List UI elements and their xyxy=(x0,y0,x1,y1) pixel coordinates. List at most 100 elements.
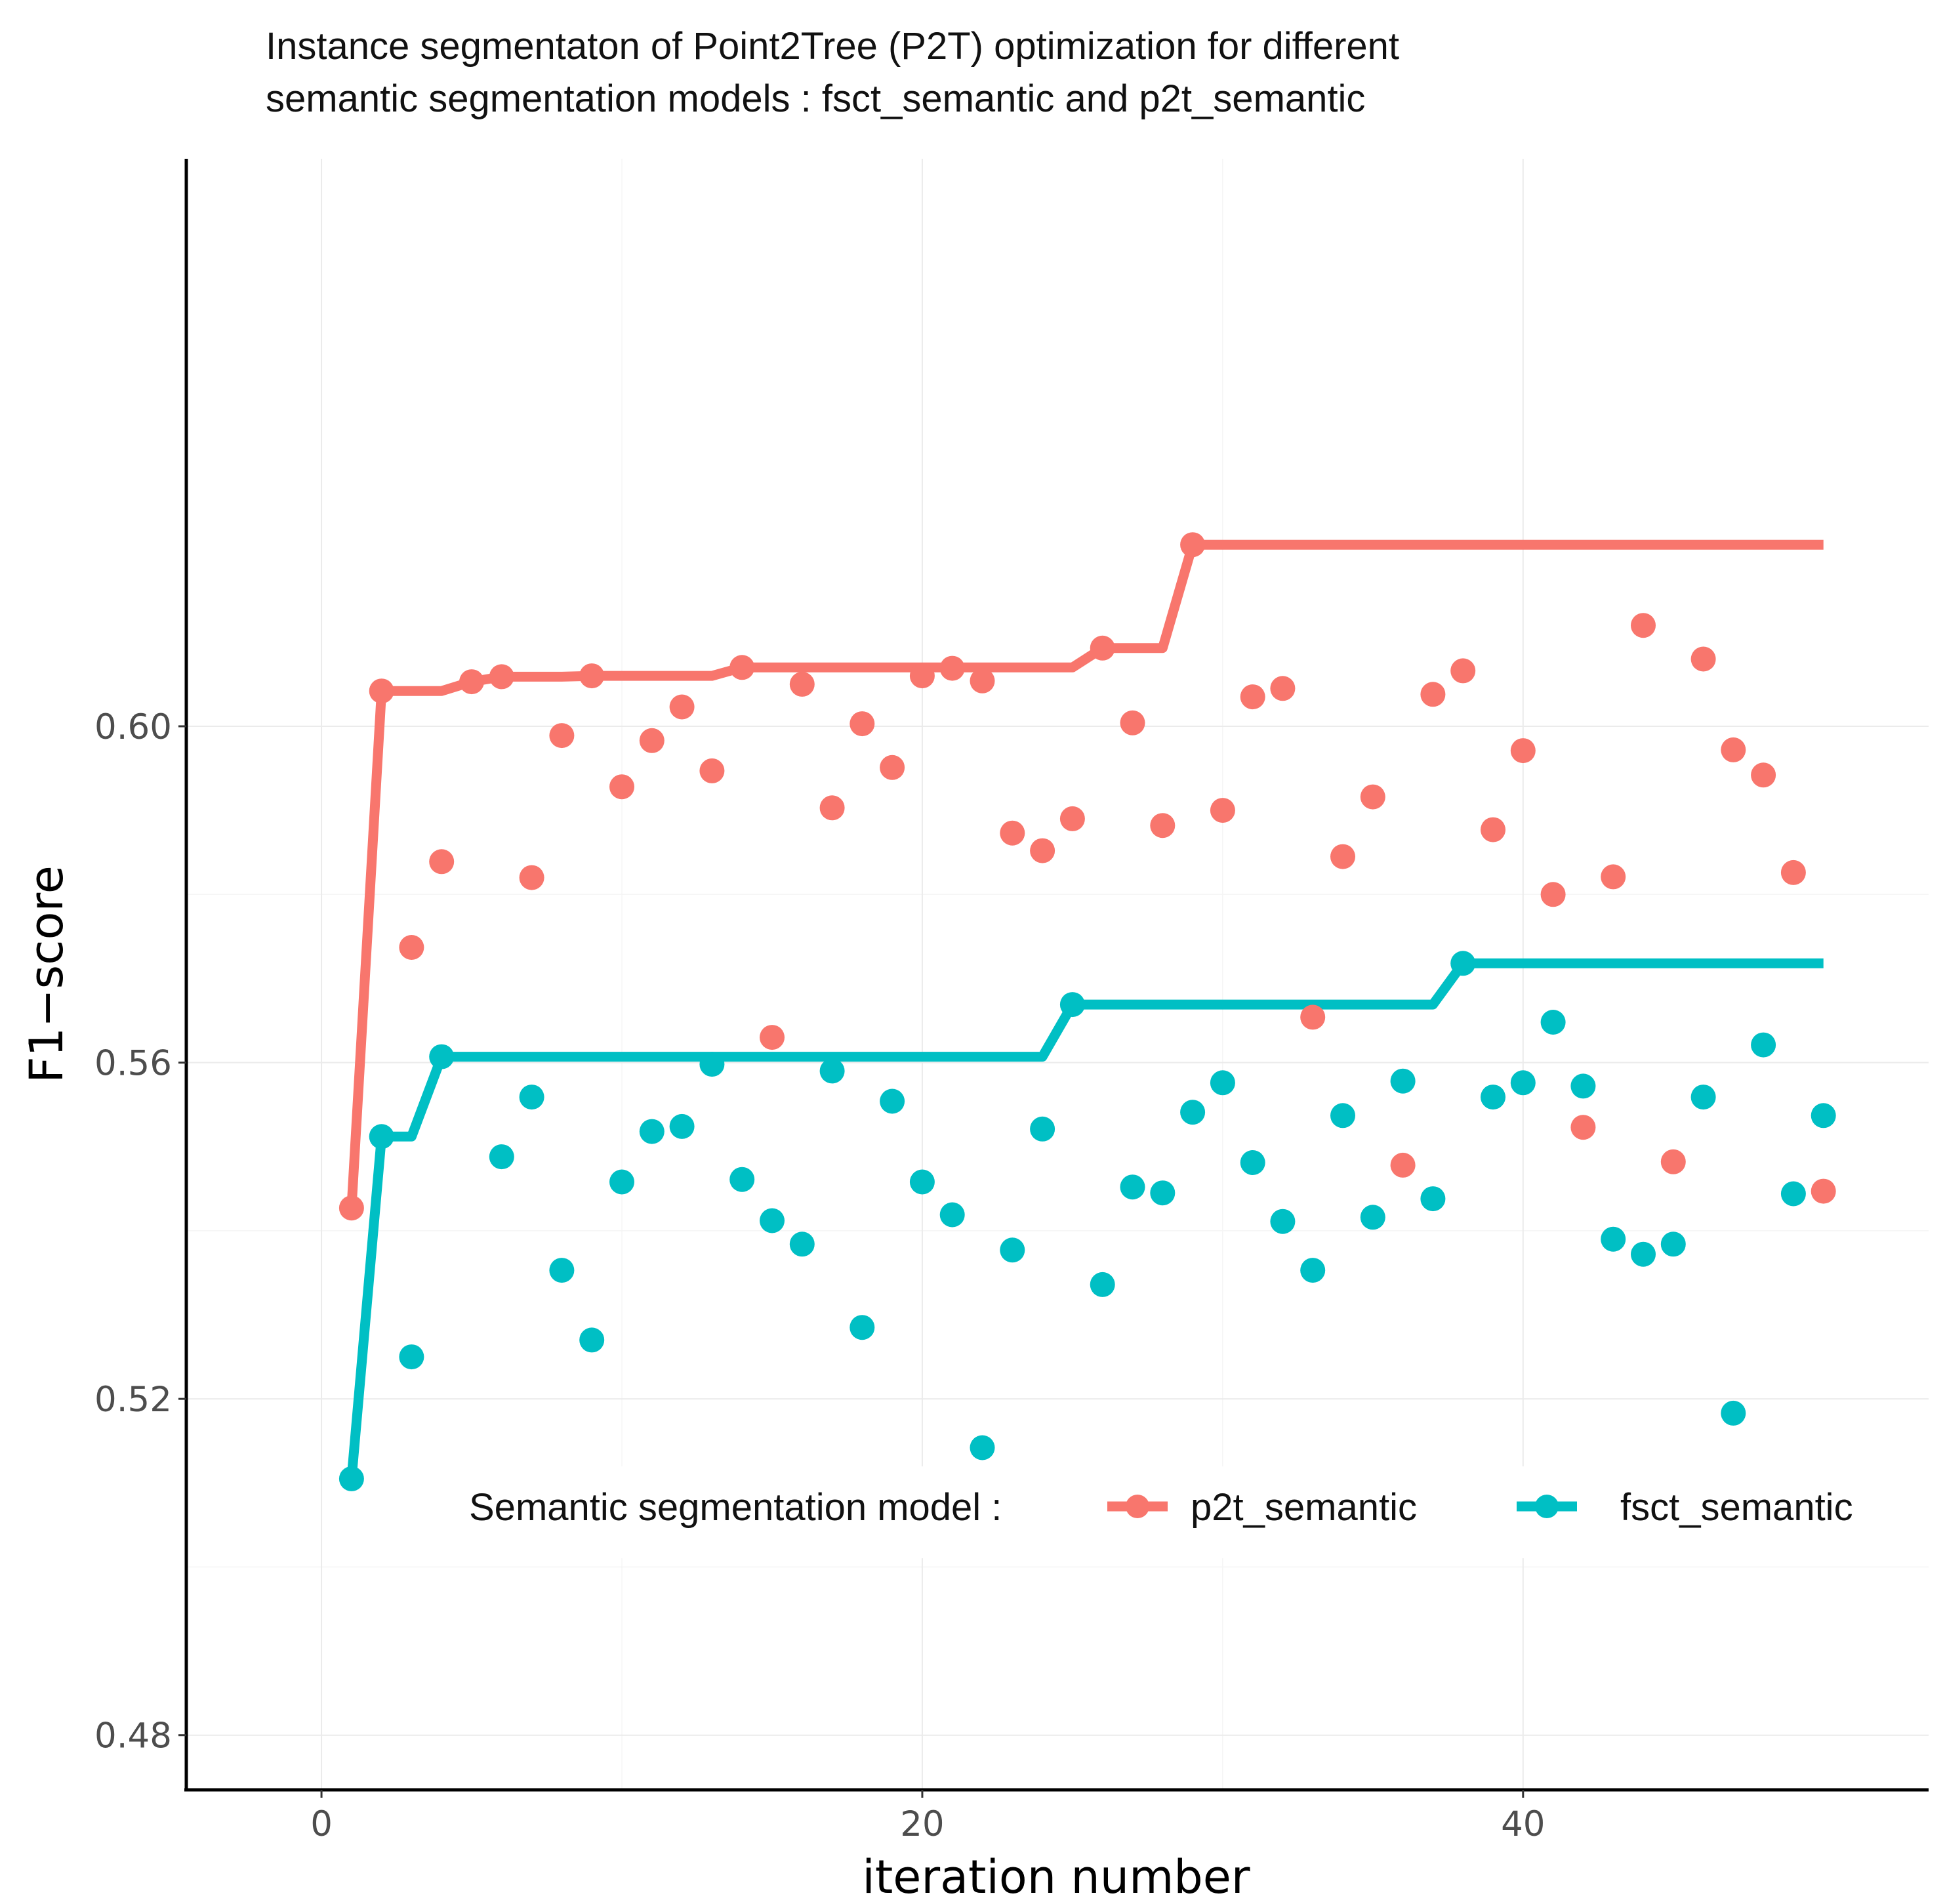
point-fsct-semantic xyxy=(1690,1085,1716,1110)
point-p2t-semantic xyxy=(1030,838,1055,863)
legend-title: Semantic segmentation model : xyxy=(469,1486,1002,1529)
point-p2t-semantic xyxy=(1540,882,1566,907)
y-axis-title: F1−score xyxy=(20,865,73,1083)
x-tick-label: 0 xyxy=(310,1804,333,1844)
point-fsct-semantic xyxy=(489,1144,514,1170)
point-fsct-semantic xyxy=(429,1044,455,1069)
point-p2t-semantic xyxy=(489,664,514,690)
point-p2t-semantic xyxy=(1390,1152,1416,1178)
point-fsct-semantic xyxy=(609,1169,634,1195)
point-p2t-semantic xyxy=(338,1195,364,1221)
point-p2t-semantic xyxy=(1360,784,1385,810)
point-fsct-semantic xyxy=(1240,1150,1265,1175)
point-fsct-semantic xyxy=(970,1435,995,1460)
legend-key-point-fsct-semantic xyxy=(1535,1495,1559,1518)
point-fsct-semantic xyxy=(1150,1180,1176,1206)
point-p2t-semantic xyxy=(369,678,394,704)
point-p2t-semantic xyxy=(429,849,455,875)
point-fsct-semantic xyxy=(699,1052,725,1077)
point-p2t-semantic xyxy=(1601,864,1626,890)
point-p2t-semantic xyxy=(1180,532,1206,558)
point-p2t-semantic xyxy=(1000,820,1025,846)
point-fsct-semantic xyxy=(1450,951,1476,976)
legend-label-fsct-semantic: fsct_semantic xyxy=(1620,1486,1853,1529)
point-fsct-semantic xyxy=(1721,1400,1746,1426)
point-fsct-semantic xyxy=(1000,1237,1025,1263)
x-axis-title: iteration number xyxy=(862,1850,1250,1904)
point-p2t-semantic xyxy=(1330,844,1355,869)
point-fsct-semantic xyxy=(729,1167,755,1192)
chart-title-line-2: semantic segmentation models : fsct_sema… xyxy=(266,77,1365,120)
y-tick-label: 0.52 xyxy=(94,1380,172,1420)
point-p2t-semantic xyxy=(819,795,845,821)
point-fsct-semantic xyxy=(850,1315,875,1340)
point-p2t-semantic xyxy=(519,865,544,890)
point-fsct-semantic xyxy=(1751,1032,1776,1058)
point-fsct-semantic xyxy=(369,1124,394,1149)
best-line-fsct-semantic xyxy=(346,958,1824,1480)
point-p2t-semantic xyxy=(1570,1115,1596,1140)
point-fsct-semantic xyxy=(1570,1073,1596,1099)
point-fsct-semantic xyxy=(1601,1226,1626,1252)
point-p2t-semantic xyxy=(729,655,755,680)
point-p2t-semantic xyxy=(699,758,725,783)
point-p2t-semantic xyxy=(1631,613,1656,638)
point-fsct-semantic xyxy=(1631,1241,1656,1267)
legend-key-point-p2t-semantic xyxy=(1126,1495,1149,1518)
point-fsct-semantic xyxy=(1540,1010,1566,1035)
y-tick-label: 0.56 xyxy=(94,1044,172,1084)
point-p2t-semantic xyxy=(609,774,634,800)
point-fsct-semantic xyxy=(880,1088,905,1114)
point-p2t-semantic xyxy=(1420,682,1446,707)
point-fsct-semantic xyxy=(1481,1085,1505,1110)
point-p2t-semantic xyxy=(760,1025,785,1050)
point-p2t-semantic xyxy=(1811,1178,1836,1204)
point-fsct-semantic xyxy=(1420,1186,1446,1212)
point-p2t-semantic xyxy=(1270,676,1296,701)
point-fsct-semantic xyxy=(639,1119,665,1144)
point-fsct-semantic xyxy=(1090,1272,1115,1297)
point-p2t-semantic xyxy=(939,655,965,681)
point-fsct-semantic xyxy=(819,1058,845,1084)
legend-label-p2t-semantic: p2t_semantic xyxy=(1191,1486,1417,1529)
point-p2t-semantic xyxy=(1481,817,1505,842)
point-p2t-semantic xyxy=(1510,738,1536,764)
grid xyxy=(186,159,1929,1790)
point-p2t-semantic xyxy=(549,723,575,749)
point-fsct-semantic xyxy=(1660,1231,1686,1257)
point-fsct-semantic xyxy=(1811,1103,1836,1128)
point-p2t-semantic xyxy=(1751,762,1776,788)
legend-background xyxy=(459,1466,1876,1558)
point-fsct-semantic xyxy=(399,1344,424,1370)
point-fsct-semantic xyxy=(519,1085,544,1110)
y-tick-label: 0.60 xyxy=(94,707,172,747)
point-p2t-semantic xyxy=(1780,859,1806,885)
point-fsct-semantic xyxy=(1390,1068,1416,1094)
point-p2t-semantic xyxy=(669,694,695,720)
legend: Semantic segmentation model : p2t_semant… xyxy=(459,1466,1876,1558)
point-p2t-semantic xyxy=(1240,684,1265,710)
point-p2t-semantic xyxy=(850,711,875,737)
point-p2t-semantic xyxy=(1059,806,1085,831)
point-fsct-semantic xyxy=(1120,1174,1145,1200)
point-p2t-semantic xyxy=(1721,737,1746,762)
chart-title: Instance segmentaton of Point2Tree (P2T)… xyxy=(266,25,1399,120)
point-p2t-semantic xyxy=(579,663,605,689)
point-p2t-semantic xyxy=(1210,798,1235,823)
point-p2t-semantic xyxy=(789,671,815,697)
point-p2t-semantic xyxy=(1300,1004,1326,1030)
point-p2t-semantic xyxy=(1090,635,1115,661)
point-fsct-semantic xyxy=(1330,1103,1355,1128)
point-fsct-semantic xyxy=(1030,1116,1055,1142)
legend-item-p2t-semantic: p2t_semantic xyxy=(1107,1486,1417,1529)
point-fsct-semantic xyxy=(1059,992,1085,1018)
point-p2t-semantic xyxy=(639,728,665,753)
point-fsct-semantic xyxy=(669,1113,695,1139)
point-fsct-semantic xyxy=(1510,1070,1536,1096)
legend-item-fsct-semantic: fsct_semantic xyxy=(1517,1486,1853,1529)
point-fsct-semantic xyxy=(549,1258,575,1283)
point-fsct-semantic xyxy=(338,1466,364,1491)
axes xyxy=(184,159,1929,1792)
point-fsct-semantic xyxy=(939,1202,965,1228)
